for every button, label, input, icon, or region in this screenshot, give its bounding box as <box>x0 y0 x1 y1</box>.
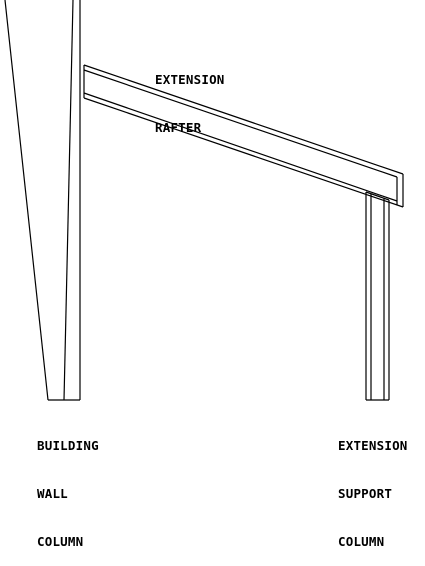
framing-diagram <box>4 0 404 401</box>
rafter-top-flange-inner <box>83 69 398 178</box>
extension-rafter <box>83 64 404 208</box>
building-column-outer-edge <box>4 0 49 401</box>
building-column-inner-edge <box>63 0 74 401</box>
rafter-bottom-flange <box>83 97 404 208</box>
support-label-line-2: SUPPORT <box>338 486 393 501</box>
support-label-line-3: COLUMN <box>338 534 385 549</box>
building-wall-column-label: BUILDING WALL COLUMN <box>37 406 99 566</box>
building-wall-column <box>4 0 85 401</box>
support-column-cap <box>365 191 390 201</box>
rafter-bottom-flange-inner <box>83 92 398 202</box>
building-label-line-2: WALL <box>37 486 68 501</box>
building-label-line-1: BUILDING <box>37 438 99 453</box>
rafter-top-flange <box>83 64 404 175</box>
extension-support-column-label: EXTENSION SUPPORT COLUMN <box>338 406 408 566</box>
extension-support-column <box>365 191 390 401</box>
building-label-line-3: COLUMN <box>37 534 84 549</box>
extension-rafter-label: EXTENSION RAFTER <box>155 40 225 152</box>
rafter-label-line-2: RAFTER <box>155 120 202 135</box>
rafter-label-line-1: EXTENSION <box>155 72 225 87</box>
support-label-line-1: EXTENSION <box>338 438 408 453</box>
